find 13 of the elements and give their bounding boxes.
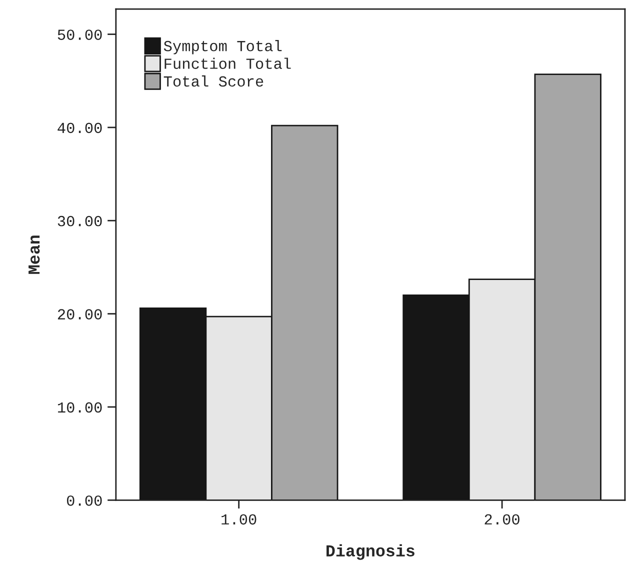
x-tick-label: 2.00 [484,514,520,525]
y-tick-label: 0.00 [66,495,102,506]
y-tick-label: 40.00 [58,122,102,134]
x-axis-title: Diagnosis [326,544,414,560]
x-tick-label: 1.00 [222,514,256,525]
y-tick-label: 10.00 [58,402,102,413]
y-tick-label: 20.00 [58,309,102,320]
y-axis-title: Mean [28,236,40,274]
y-tick-label: 30.00 [58,216,102,226]
y-tick-label: 50.00 [58,30,102,40]
legend-label: Total Score [164,75,264,87]
legend-label: Function Total [164,58,291,69]
legend-label: Symptom Total [164,40,282,54]
